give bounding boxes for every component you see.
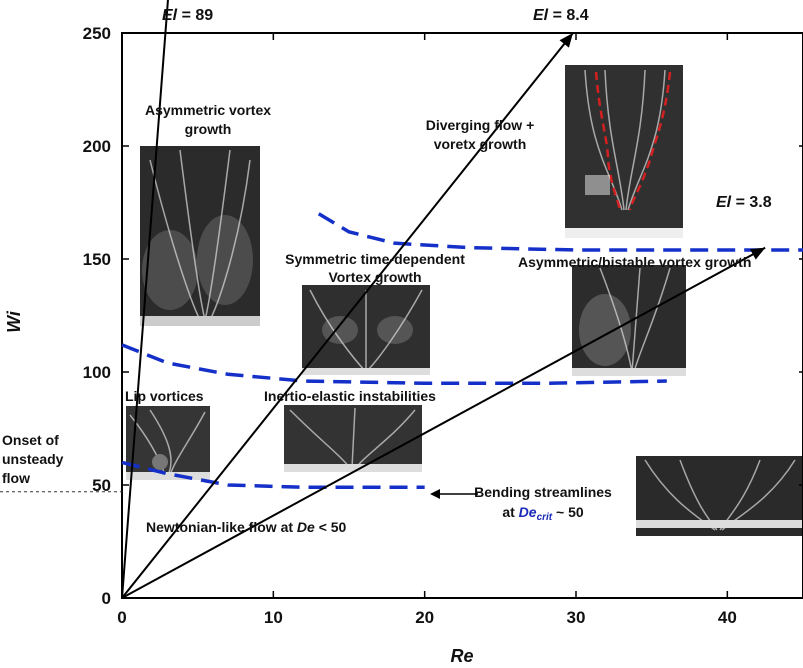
el-line xyxy=(121,32,574,599)
bending-arrowhead xyxy=(430,489,440,499)
inset-asymmetric-vortex xyxy=(140,146,260,326)
y-tick-label: 250 xyxy=(83,24,111,43)
el-lines xyxy=(121,0,766,599)
symmetric-vortex-label-2: Vortex growth xyxy=(328,269,421,285)
regime-boundaries xyxy=(121,212,803,490)
bending-streamlines-label-2: at Decrit ~ 50 xyxy=(502,504,584,523)
inset-symmetric-vortex xyxy=(302,285,430,375)
y-tick-label: 0 xyxy=(102,589,111,608)
onset-label-3: flow xyxy=(2,470,30,486)
y-axis-label: Wi xyxy=(4,310,24,333)
diverging-flow-label-2: voretx growth xyxy=(434,136,527,152)
regime-boundary xyxy=(317,212,803,252)
inset-diverging-flow xyxy=(565,65,683,238)
regime-boundary xyxy=(121,460,425,490)
x-tick-label: 10 xyxy=(264,608,283,627)
y-tick-label: 100 xyxy=(83,363,111,382)
inset-bistable-vortex xyxy=(572,265,686,376)
y-tick-label: 50 xyxy=(92,476,111,495)
x-tick-label: 40 xyxy=(718,608,737,627)
inset-lip-vortices xyxy=(126,406,210,480)
symmetric-vortex-label-1: Symmetric time-dependent xyxy=(285,251,465,267)
bistable-vortex-label: Asymmetric/bistable vortex growth xyxy=(518,254,751,270)
y-tick-label: 200 xyxy=(83,137,111,156)
x-tick-label: 0 xyxy=(117,608,126,627)
el-arrowhead xyxy=(750,247,766,260)
x-tick-label: 20 xyxy=(415,608,434,627)
y-tick-label: 150 xyxy=(83,250,111,269)
onset-label-2: unsteady xyxy=(2,451,64,467)
inertio-elastic-label: Inertio-elastic instabilities xyxy=(264,388,436,404)
inset-images xyxy=(126,65,803,536)
onset-label-1: Onset of xyxy=(2,432,59,448)
inset-inertio-elastic xyxy=(284,405,422,472)
newtonian-flow-label: Newtonian-like flow at De < 50 xyxy=(146,519,347,535)
el-arrowhead xyxy=(559,33,573,48)
diverging-flow-label-1: Diverging flow + xyxy=(426,117,535,133)
plot-frame xyxy=(121,32,803,599)
el-line xyxy=(121,0,169,599)
el-label-8-4: El = 8.4 xyxy=(533,7,589,24)
axes xyxy=(0,32,803,599)
x-axis-label: Re xyxy=(450,646,473,666)
asymmetric-vortex-label-1: Asymmetric vortex xyxy=(145,102,271,118)
el-label-89: El = 89 xyxy=(162,7,213,24)
tick-labels: 0 10 20 30 40 0 50 100 150 200 250 xyxy=(83,24,737,627)
asymmetric-vortex-label-2: growth xyxy=(185,121,232,137)
bending-streamlines-label-1: Bending streamlines xyxy=(474,484,612,500)
el-label-3-8: El = 3.8 xyxy=(716,194,772,211)
x-tick-label: 30 xyxy=(567,608,586,627)
inset-bending-streamlines xyxy=(636,456,803,536)
lip-vortices-label: Lip vortices xyxy=(125,388,204,404)
el-line xyxy=(121,246,766,599)
